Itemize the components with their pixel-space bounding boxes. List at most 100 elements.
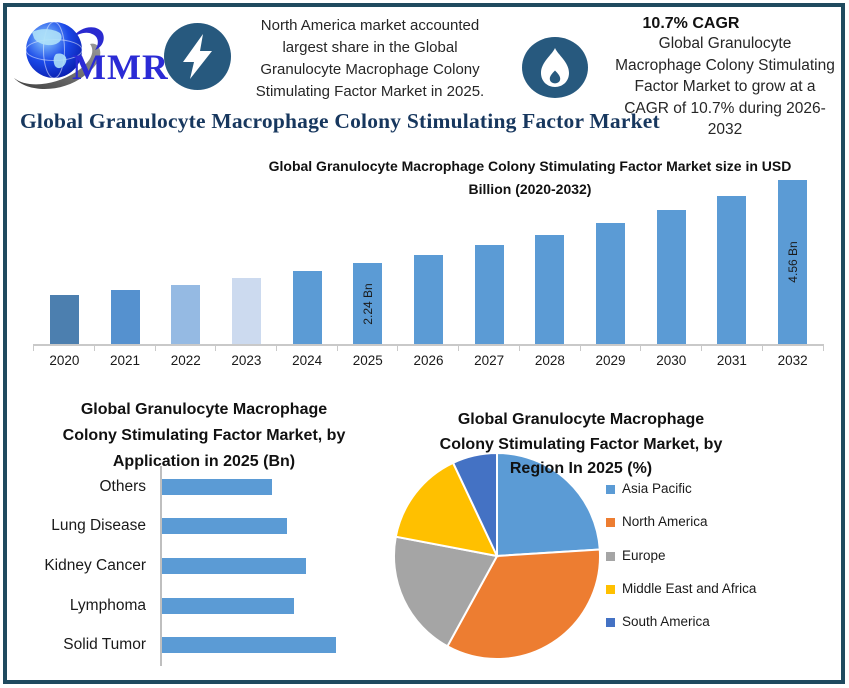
legend-item-europe: Europe bbox=[606, 548, 756, 581]
bar-2030 bbox=[656, 210, 686, 344]
bar-column-2023 bbox=[216, 278, 277, 344]
bar-column-2025: 2.24 Bn bbox=[337, 263, 398, 344]
legend-item-south-america: South America bbox=[606, 614, 756, 647]
legend-swatch bbox=[606, 518, 615, 528]
bar-2031 bbox=[717, 195, 747, 344]
bar-column-2021 bbox=[95, 290, 156, 344]
pie-slice-south-america bbox=[451, 451, 498, 557]
bar-2021 bbox=[110, 290, 140, 344]
axis-tick bbox=[33, 346, 34, 351]
x-axis-line bbox=[33, 344, 824, 346]
page-title: Global Granulocyte Macrophage Colony Sti… bbox=[20, 109, 660, 133]
bar-2024 bbox=[292, 271, 322, 344]
year-tick-label-2023: 2023 bbox=[231, 353, 262, 368]
legend-swatch bbox=[606, 618, 615, 628]
application-bar-others bbox=[162, 478, 272, 495]
bar-2025: 2.24 Bn bbox=[353, 263, 383, 344]
application-row: Others bbox=[20, 467, 390, 507]
bar-value-label-2032: 4.56 Bn bbox=[785, 241, 800, 283]
bar-column-2022 bbox=[155, 284, 216, 344]
year-tick-label-2026: 2026 bbox=[413, 353, 444, 368]
cagr-headline: 10.7% CAGR bbox=[642, 15, 740, 32]
legend-label: South America bbox=[622, 614, 710, 630]
bar-column-2027 bbox=[459, 245, 520, 344]
application-label: Kidney Cancer bbox=[44, 556, 146, 574]
pie-slice-middle-east-and-africa bbox=[394, 461, 499, 558]
legend-item-asia-pacific: Asia Pacific bbox=[606, 481, 756, 514]
axis-tick bbox=[701, 346, 702, 351]
legend-swatch bbox=[606, 551, 615, 561]
bar-value-label-2025: 2.24 Bn bbox=[360, 283, 375, 325]
year-tick-label-2031: 2031 bbox=[716, 353, 747, 368]
bar-column-2029 bbox=[580, 223, 641, 344]
highlight2-text: Global Granulocyte Macrophage Colony Sti… bbox=[615, 35, 835, 138]
axis-tick bbox=[761, 346, 763, 351]
year-tick-label-2020: 2020 bbox=[49, 353, 80, 368]
application-label: Lymphoma bbox=[69, 596, 146, 614]
year-tick-label-2028: 2028 bbox=[534, 353, 565, 368]
market-size-bars: 2.24 Bn 4.56 Bn bbox=[34, 179, 823, 344]
axis-tick bbox=[458, 346, 460, 351]
axis-tick bbox=[154, 346, 156, 351]
pie-slice-europe bbox=[393, 535, 499, 648]
application-bar-lung-disease bbox=[162, 518, 287, 535]
bar-2029 bbox=[596, 223, 626, 344]
bar-2027 bbox=[474, 245, 504, 344]
legend-swatch bbox=[606, 584, 615, 594]
application-row: Lymphoma bbox=[20, 586, 390, 626]
application-label: Solid Tumor bbox=[63, 636, 146, 654]
bar-column-2031 bbox=[702, 195, 763, 344]
pie-slice-asia-pacific bbox=[496, 451, 601, 558]
axis-tick bbox=[336, 346, 338, 351]
bar-2032: 4.56 Bn bbox=[778, 179, 808, 344]
year-tick-label-2022: 2022 bbox=[170, 353, 201, 368]
legend-label: Middle East and Africa bbox=[622, 580, 757, 596]
bar-2022 bbox=[171, 284, 201, 344]
application-row: Solid Tumor bbox=[20, 625, 390, 665]
bar-column-2020 bbox=[34, 295, 95, 344]
bar-2028 bbox=[535, 234, 565, 344]
region-pie bbox=[393, 451, 601, 660]
bar-2026 bbox=[413, 254, 443, 344]
legend-label: Europe bbox=[622, 547, 666, 563]
application-label: Lung Disease bbox=[51, 517, 146, 535]
axis-tick bbox=[579, 346, 581, 351]
axis-tick bbox=[518, 346, 520, 351]
application-row: Kidney Cancer bbox=[20, 546, 390, 586]
region-pie-wrap bbox=[391, 450, 603, 662]
axis-tick bbox=[822, 346, 824, 351]
market-size-year-labels: 2020 2021 2022 2023 2024 2025 2026 2027 2028 2029… bbox=[34, 353, 823, 368]
year-tick-label-2029: 2029 bbox=[595, 353, 626, 368]
globe-icon: MMR bbox=[14, 21, 168, 90]
highlight1-text: North America market accounted largest s… bbox=[255, 17, 485, 100]
application-axis-line bbox=[160, 466, 162, 666]
application-label: Others bbox=[99, 477, 146, 495]
application-bar-lymphoma bbox=[162, 597, 294, 614]
lightning-icon bbox=[164, 23, 231, 90]
bar-2023 bbox=[231, 278, 261, 344]
legend-item-middle-east-and-africa: Middle East and Africa bbox=[606, 581, 756, 614]
legend-label: North America bbox=[622, 514, 708, 530]
bar-column-2024 bbox=[277, 271, 338, 344]
year-tick-label-2032: 2032 bbox=[777, 353, 808, 368]
application-rows: Others Lung Disease Kidney Cancer Lymphoma S… bbox=[20, 467, 390, 665]
year-tick-label-2025: 2025 bbox=[352, 353, 383, 368]
year-tick-label-2027: 2027 bbox=[474, 353, 505, 368]
axis-tick bbox=[215, 346, 217, 351]
mmr-logo: MMR bbox=[10, 16, 168, 100]
year-tick-label-2024: 2024 bbox=[292, 353, 323, 368]
bar-column-2026 bbox=[398, 254, 459, 344]
flame-icon bbox=[522, 37, 588, 98]
region-legend: Asia Pacific North America Europe Middle Ea… bbox=[606, 481, 756, 647]
x-axis-ticks bbox=[33, 346, 824, 351]
legend-label: Asia Pacific bbox=[622, 481, 692, 496]
bar-column-2030 bbox=[641, 210, 702, 344]
bar-column-2028 bbox=[520, 234, 581, 344]
logo-text: MMR bbox=[72, 47, 168, 87]
year-tick-label-2030: 2030 bbox=[656, 353, 687, 368]
region-chart-title: Global Granulocyte Macrophage Colony Sti… bbox=[439, 411, 723, 477]
application-row: Lung Disease bbox=[20, 507, 390, 547]
application-bar-kidney-cancer bbox=[162, 557, 306, 574]
bar-2020 bbox=[49, 295, 79, 344]
